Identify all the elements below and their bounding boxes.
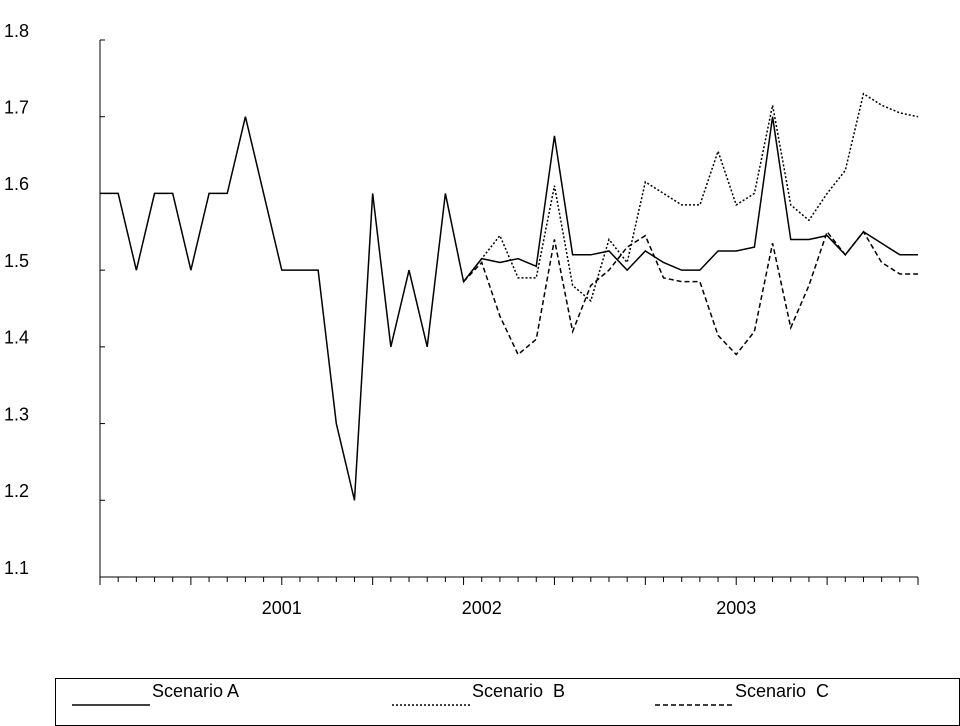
legend-label: Scenario B	[472, 681, 565, 701]
y-tick-label: 1.4	[4, 328, 29, 348]
y-tick-label: 1.3	[4, 404, 29, 424]
y-tick-label: 1.8	[4, 21, 29, 41]
y-tick-label: 1.7	[4, 97, 29, 117]
y-tick-label: 1.2	[4, 481, 29, 501]
x-tick-label: 2001	[262, 598, 302, 618]
y-tick-label: 1.5	[4, 251, 29, 271]
y-tick-label: 1.1	[4, 558, 29, 578]
series-line	[100, 116, 918, 501]
legend-label: Scenario C	[735, 681, 829, 701]
series-line	[462, 92, 919, 303]
legend-label: Scenario A	[152, 681, 239, 701]
x-tick-label: 2002	[462, 598, 502, 618]
y-tick-label: 1.6	[4, 174, 29, 194]
x-tick-label: 2003	[716, 598, 756, 618]
series-line	[463, 230, 918, 356]
